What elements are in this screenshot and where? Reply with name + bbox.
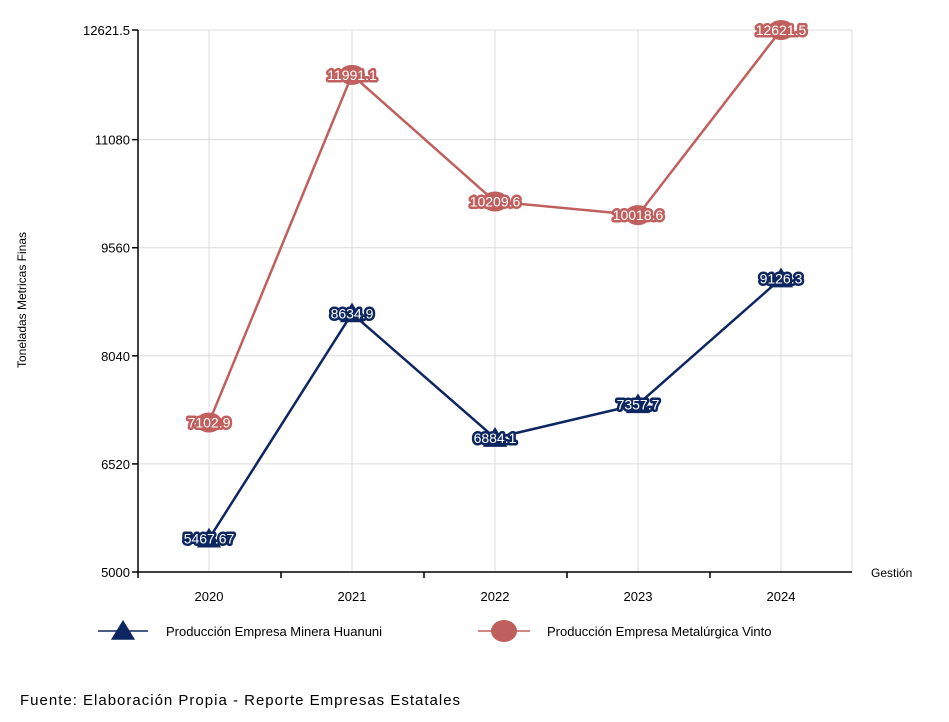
data-label: 10209.6 bbox=[470, 194, 521, 210]
y-tick-label: 5000 bbox=[101, 565, 130, 580]
data-label: 7102.9 bbox=[188, 414, 231, 430]
y-tick-label: 8040 bbox=[101, 349, 130, 364]
series-vinto: 7102.9 11991.1 10209.6 10018.6 12621.5 bbox=[185, 20, 809, 433]
data-label: 12621.5 bbox=[756, 22, 807, 38]
axes bbox=[137, 30, 852, 573]
data-point-marker bbox=[625, 205, 651, 226]
x-tick-label: 2020 bbox=[195, 589, 224, 604]
x-tick-label: 2022 bbox=[481, 589, 510, 604]
data-point-marker bbox=[196, 412, 222, 433]
data-point-marker bbox=[482, 191, 508, 212]
legend-triangle-marker bbox=[110, 620, 136, 640]
y-tick-label: 11080 bbox=[95, 133, 130, 148]
data-label: 8634.9 bbox=[331, 306, 374, 322]
x-tick-label: 2021 bbox=[338, 589, 367, 604]
data-point-marker bbox=[625, 393, 651, 414]
data-point-marker bbox=[768, 267, 794, 288]
legend-label: Producción Empresa Metalúrgica Vinto bbox=[547, 624, 772, 639]
y-axis-title: Toneladas Metricas Finas bbox=[15, 232, 29, 368]
y-tick-label: 6520 bbox=[101, 457, 130, 472]
data-label: 6884.1 bbox=[474, 430, 517, 446]
series-huanuni: 5467.67 8634.9 6884.1 7357.7 9126.3 bbox=[181, 267, 805, 549]
x-tick-label: 2024 bbox=[767, 589, 796, 604]
data-point-marker bbox=[768, 20, 794, 40]
legend-item: Producción Empresa Minera Huanuni bbox=[98, 620, 382, 640]
data-label: 9126.3 bbox=[760, 271, 803, 287]
series-group: 5467.67 8634.9 6884.1 7357.7 9126.3 7102.9 119… bbox=[181, 20, 809, 550]
data-point-marker bbox=[339, 64, 365, 85]
y-tick-label: 9560 bbox=[101, 241, 130, 256]
data-label: 7357.7 bbox=[617, 396, 660, 412]
legend-label: Producción Empresa Minera Huanuni bbox=[166, 624, 382, 639]
x-axis-title: Gestión bbox=[871, 566, 912, 580]
data-point-marker bbox=[339, 302, 365, 323]
source-note: Fuente: Elaboración Propia - Reporte Emp… bbox=[20, 692, 462, 709]
data-label: 5467.67 bbox=[184, 531, 235, 547]
data-point-marker bbox=[482, 427, 508, 447]
legend-item: Producción Empresa Metalúrgica Vinto bbox=[478, 620, 772, 642]
legend-circle-marker bbox=[491, 620, 517, 642]
data-label: 10018.6 bbox=[613, 207, 664, 223]
x-tick-label: 2023 bbox=[624, 589, 653, 604]
y-tick-label: 12621.5 bbox=[83, 23, 130, 38]
data-label: 11991.1 bbox=[327, 67, 377, 83]
grid-lines bbox=[138, 29, 853, 572]
legend: Producción Empresa Minera Huanuni Producc… bbox=[98, 620, 772, 642]
data-point-marker bbox=[196, 527, 222, 548]
x-axis-ticks: 2020 2021 2022 2023 2024 bbox=[137, 572, 796, 604]
y-axis-ticks: 5000 6520 8040 9560 11080 12621.5 bbox=[83, 23, 138, 580]
